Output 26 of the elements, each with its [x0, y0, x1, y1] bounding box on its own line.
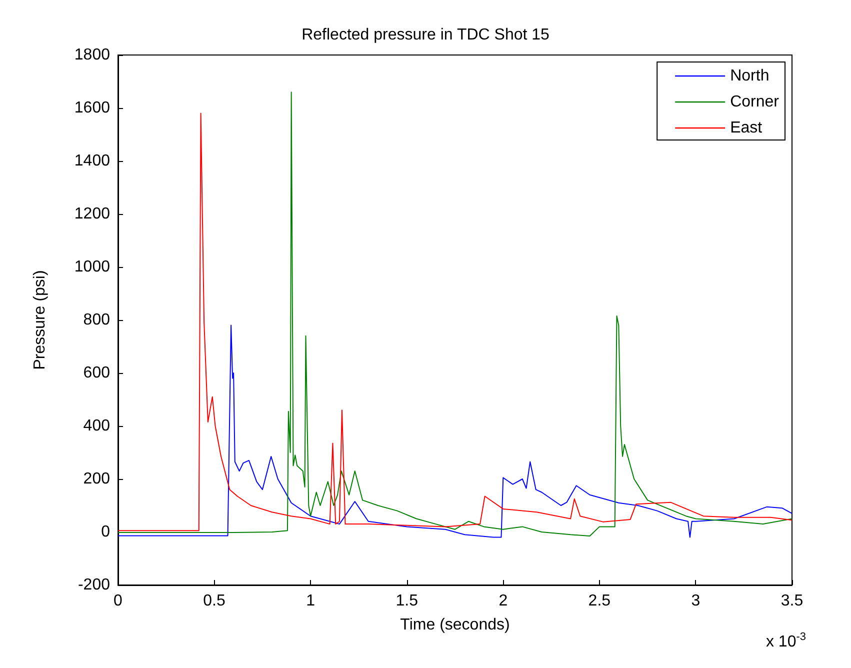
line-series [118, 324, 792, 538]
x-tick-label: 2 [498, 592, 508, 610]
y-tick-label: 400 [83, 418, 110, 434]
x-tick-label: 0.5 [203, 592, 226, 610]
y-tick-label: 600 [83, 364, 110, 382]
x-tick-label: 0 [114, 592, 123, 610]
y-axis-title: Pressure (psi) [32, 270, 48, 370]
legend-label: Corner [730, 94, 780, 110]
y-tick-label: 1200 [74, 206, 110, 222]
y-tick-label: 200 [83, 470, 110, 488]
x-tick-label: 1.5 [396, 592, 418, 610]
x-axis-title: Time (seconds) [400, 616, 510, 634]
y-tick-label: 1400 [74, 152, 110, 170]
legend-label: East [730, 120, 763, 136]
y-tick-label: 1000 [74, 258, 110, 276]
x-tick-label: 3.5 [780, 592, 804, 610]
legend-label: North [730, 68, 770, 84]
y-tick-label: 1800 [74, 46, 110, 64]
y-tick-label: 800 [83, 312, 110, 328]
x-tick-label: 1 [306, 592, 316, 610]
y-tick-label: 0 [101, 524, 110, 540]
chart-title: Reflected pressure in TDC Shot 15 [302, 26, 550, 44]
y-tick-label: 1600 [74, 100, 110, 116]
x-tick-label: 2.5 [588, 592, 611, 610]
y-tick-label: -200 [78, 576, 110, 594]
x-tick-label: 3 [691, 592, 700, 610]
